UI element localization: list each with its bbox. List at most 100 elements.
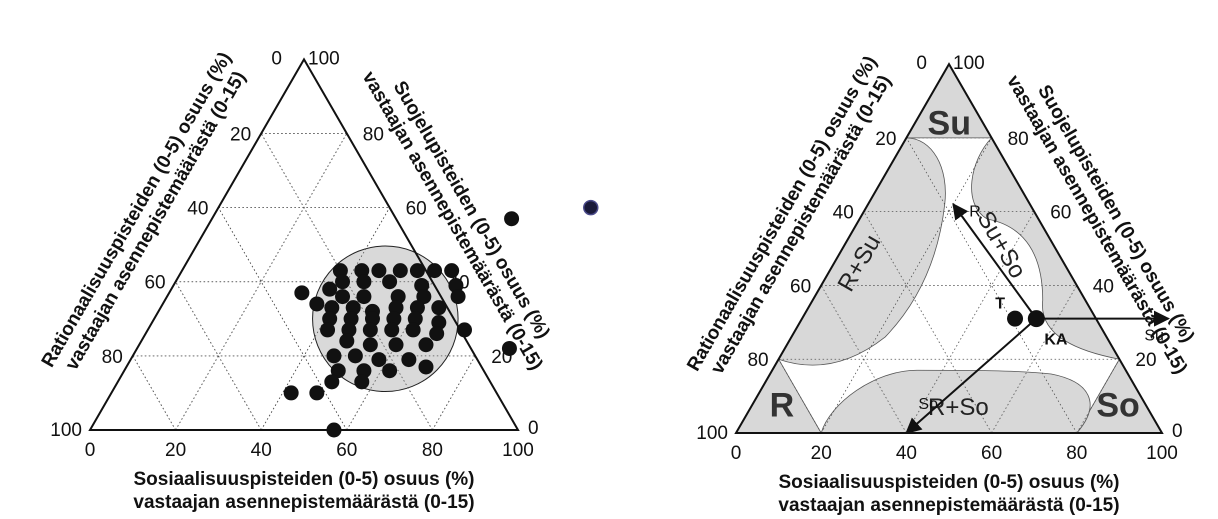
data-point xyxy=(347,348,363,364)
left-tick-label: 20 xyxy=(230,124,251,145)
left-tick-label: 100 xyxy=(696,423,728,444)
arrow-so xyxy=(905,317,1037,435)
data-point xyxy=(501,340,517,356)
data-point xyxy=(322,311,338,327)
data-point xyxy=(335,289,351,305)
grid-line xyxy=(218,207,348,431)
point-ka xyxy=(1027,310,1045,328)
data-point xyxy=(388,300,404,316)
data-point xyxy=(364,311,380,327)
data-point xyxy=(371,263,387,279)
grid-line xyxy=(820,285,907,434)
data-point xyxy=(324,300,340,316)
right-tick-label: 100 xyxy=(308,48,340,69)
bottom-tick-label: 100 xyxy=(1146,443,1178,464)
right-tick-label: 80 xyxy=(363,124,384,145)
zone-label-r: R xyxy=(770,387,795,425)
highlighted-data-point xyxy=(583,199,599,216)
data-point xyxy=(386,311,402,327)
data-point xyxy=(392,263,408,279)
grid-line xyxy=(175,133,348,431)
left-tick-label: 100 xyxy=(50,420,82,441)
bottom-tick-label: 20 xyxy=(811,443,832,464)
right-tick-label: 60 xyxy=(406,199,427,220)
right-tick-label: 80 xyxy=(1008,129,1029,150)
right-tick-label: 0 xyxy=(1172,421,1183,442)
data-point xyxy=(382,274,398,290)
data-point xyxy=(390,289,406,305)
point-label-t: T xyxy=(995,296,1005,313)
data-point xyxy=(431,300,447,316)
data-point xyxy=(309,385,325,401)
data-point xyxy=(409,300,425,316)
left-tick-label: 20 xyxy=(875,129,896,150)
data-point xyxy=(409,263,425,279)
data-point xyxy=(450,289,466,305)
data-point xyxy=(322,281,338,297)
grid-line xyxy=(906,137,1078,434)
data-point xyxy=(416,289,432,305)
grid-line xyxy=(346,281,433,431)
bottom-tick-label: 100 xyxy=(502,440,534,461)
left-tick-label: 0 xyxy=(271,48,282,69)
data-point xyxy=(418,337,434,353)
bottom-tick-label: 60 xyxy=(336,440,357,461)
left-tick-label: 80 xyxy=(747,350,768,371)
data-point xyxy=(339,333,355,349)
data-point xyxy=(320,322,336,338)
right-tick-label: 100 xyxy=(953,53,985,74)
data-point xyxy=(324,374,340,390)
zone-r-so-region xyxy=(820,369,1091,434)
zone-label-su: Su xyxy=(928,104,971,142)
data-point xyxy=(382,363,398,379)
left-tick-label: 40 xyxy=(187,199,208,220)
grid-line xyxy=(132,355,176,431)
zone-r-su-region xyxy=(778,137,946,366)
zone-label-so: So xyxy=(1096,387,1139,425)
grid-line xyxy=(175,281,262,431)
bottom-axis-title: Sosiaalisuuspisteiden (0-5) osuus (%) xyxy=(133,469,474,490)
data-point xyxy=(362,337,378,353)
data-point xyxy=(384,322,400,338)
data-point xyxy=(448,277,464,293)
data-point xyxy=(504,211,520,227)
bottom-tick-label: 80 xyxy=(422,440,443,461)
bottom-axis-title: Sosiaalisuuspisteiden (0-5) osuus (%) xyxy=(778,472,1119,493)
data-point xyxy=(283,385,299,401)
arrow-r xyxy=(952,202,1038,320)
bottom-axis-subtitle: vastaajan asennepistemäärästä (0-15) xyxy=(778,495,1119,516)
grid-line xyxy=(820,137,992,434)
left-tick-label: 40 xyxy=(833,203,854,224)
ternary-chart-classification: 0 20 40 60 80 100020406080100020406080100Sosi… xyxy=(683,53,1198,516)
data-point xyxy=(418,359,434,375)
grid-line xyxy=(906,211,1035,434)
data-point xyxy=(354,263,370,279)
ternary-chart-respondents: 020406080100020406080100020406080100Sosi… xyxy=(38,48,599,513)
data-point xyxy=(294,285,310,301)
right-tick-label: 60 xyxy=(1050,203,1071,224)
right-tick-label: 0 xyxy=(528,418,539,439)
data-point xyxy=(405,322,421,338)
triangle-outline xyxy=(88,57,520,431)
data-point xyxy=(354,374,370,390)
data-point xyxy=(326,422,342,438)
bottom-tick-label: 20 xyxy=(165,440,186,461)
right-tick-label: 20 xyxy=(1135,350,1156,371)
data-point xyxy=(388,337,404,353)
arrow-label-r: R xyxy=(969,203,981,220)
right-tick-label: 40 xyxy=(1093,276,1114,297)
data-point xyxy=(431,315,447,331)
data-point xyxy=(401,352,417,368)
data-point xyxy=(330,363,346,379)
data-point xyxy=(309,296,325,312)
data-point xyxy=(371,352,387,368)
data-point xyxy=(429,326,445,342)
data-point xyxy=(414,277,430,293)
grid-line xyxy=(863,211,992,434)
point-label-ka: KA xyxy=(1044,332,1068,349)
bottom-tick-label: 60 xyxy=(981,443,1002,464)
data-point xyxy=(407,311,423,327)
bottom-tick-label: 80 xyxy=(1066,443,1087,464)
grid-lines xyxy=(778,137,1120,434)
